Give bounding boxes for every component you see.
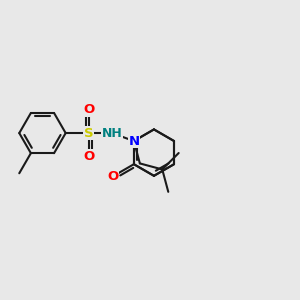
- Text: N: N: [128, 134, 140, 148]
- Text: NH: NH: [102, 127, 122, 140]
- Text: O: O: [83, 103, 94, 116]
- Text: O: O: [83, 150, 94, 163]
- Text: S: S: [84, 127, 94, 140]
- Text: O: O: [107, 170, 118, 183]
